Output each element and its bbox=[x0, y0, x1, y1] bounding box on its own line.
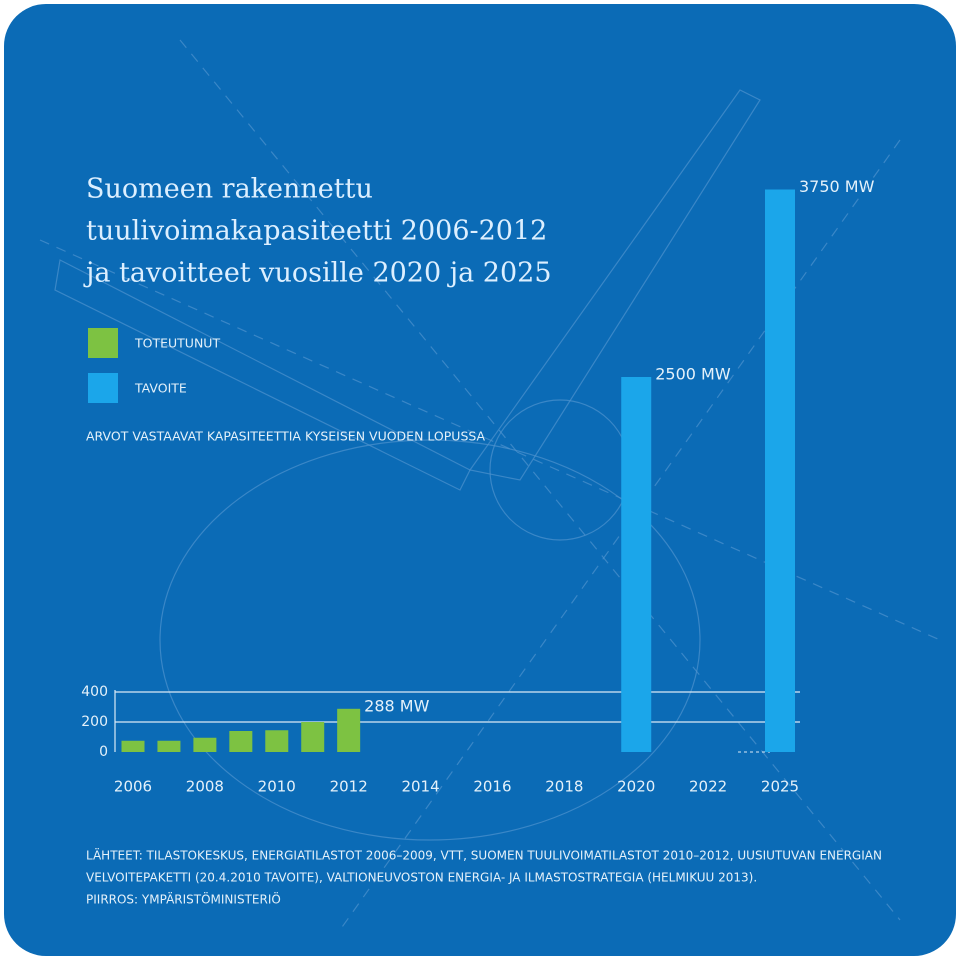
bar bbox=[193, 737, 217, 752]
x-tick-label: 2012 bbox=[330, 778, 368, 796]
data-label: 3750 MW bbox=[799, 177, 875, 196]
legend-label: TAVOITE bbox=[134, 381, 187, 396]
x-tick-label: 2008 bbox=[186, 778, 224, 796]
decoration bbox=[39, 39, 941, 931]
bar bbox=[157, 740, 181, 752]
note: LÄHTEET: TILASTOKESKUS, ENERGIATILASTOT … bbox=[86, 848, 882, 863]
y-tick-label: 0 bbox=[99, 744, 108, 760]
bar bbox=[265, 730, 289, 752]
x-tick-label: 2022 bbox=[689, 778, 727, 796]
x-tick-label: 2020 bbox=[617, 778, 655, 796]
y-tick-label: 200 bbox=[81, 714, 108, 730]
legend-swatch bbox=[88, 373, 118, 403]
x-tick-label: 2014 bbox=[401, 778, 439, 796]
bar bbox=[765, 189, 795, 752]
x-tick-label: 2006 bbox=[114, 778, 152, 796]
bar bbox=[621, 377, 652, 752]
chart-title: ja tavoitteet vuosille 2020 ja 2025 bbox=[83, 258, 552, 289]
note: PIIRROS: YMPÄRISTÖMINISTERIÖ bbox=[86, 891, 281, 907]
data-label: 288 MW bbox=[364, 696, 429, 715]
legend-swatch bbox=[88, 328, 118, 358]
x-tick-label: 2018 bbox=[545, 778, 583, 796]
chart-title: tuulivoimakapasiteetti 2006-2012 bbox=[86, 216, 547, 247]
bar bbox=[337, 708, 361, 752]
bar bbox=[229, 731, 253, 752]
bar bbox=[301, 722, 325, 752]
x-tick-label: 2016 bbox=[473, 778, 511, 796]
x-tick-label: 2025 bbox=[761, 778, 799, 796]
y-tick-label: 400 bbox=[81, 684, 108, 700]
x-tick-label: 2010 bbox=[258, 778, 296, 796]
background bbox=[4, 4, 956, 956]
note: VELVOITEPAKETTI (20.4.2010 TAVOITE), VAL… bbox=[86, 871, 757, 885]
subtitle: ARVOT VASTAAVAT KAPASITEETTIA KYSEISEN V… bbox=[86, 429, 486, 444]
bar bbox=[121, 740, 145, 752]
data-label: 2500 MW bbox=[655, 365, 731, 384]
chart-title: Suomeen rakennettu bbox=[86, 174, 373, 205]
legend-label: TOTEUTUNUT bbox=[134, 336, 220, 351]
